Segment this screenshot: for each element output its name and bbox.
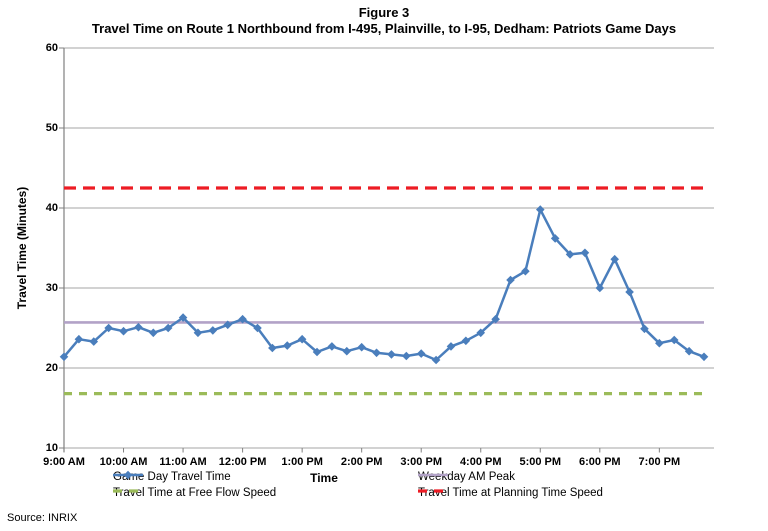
data-point-marker-10-45-AM — [163, 323, 173, 333]
data-point-marker-2-15-PM — [372, 348, 381, 358]
data-point-marker-6-00-PM — [595, 283, 605, 293]
x-tick-label-10-00-AM: 10:00 AM — [99, 456, 148, 468]
legend-swatch-dashes — [418, 489, 448, 493]
data-point-marker-4-15-PM — [491, 314, 500, 324]
data-point-marker-1-00-PM — [297, 334, 307, 344]
data-point-marker-5-45-PM — [580, 248, 590, 258]
data-point-marker-11-30-AM — [208, 326, 218, 335]
data-point-marker-3-45-PM — [461, 336, 471, 346]
legend-item-weekday-am-peak: Weekday AM Peak — [418, 470, 515, 484]
x-tick-label-4-00-PM: 4:00 PM — [459, 456, 502, 468]
data-point-marker-4-30-PM — [506, 275, 515, 285]
chart-title: Travel Time on Route 1 Northbound from I… — [91, 21, 677, 36]
x-axis-title: Time — [310, 471, 338, 485]
data-point-marker-11-15-AM — [193, 328, 203, 338]
data-point-marker-4-45-PM — [521, 266, 530, 276]
data-point-marker-4-00-PM — [476, 328, 486, 338]
y-tick-label-40: 40 — [45, 201, 58, 214]
y-tick-label-60: 60 — [45, 41, 58, 54]
data-point-marker-12-30-PM — [268, 343, 277, 353]
x-tick-label-1-00-PM: 1:00 PM — [281, 456, 323, 468]
data-point-marker-7-45-PM — [699, 352, 709, 362]
data-point-marker-9-00-AM — [59, 352, 69, 362]
y-tick-label-50: 50 — [45, 121, 58, 134]
x-tick-label-7-00-PM: 7:00 PM — [638, 456, 681, 468]
y-tick-label-20: 20 — [45, 361, 58, 374]
x-tick-label-9-00-AM: 9:00 AM — [43, 456, 85, 468]
x-tick-label-6-00-PM: 6:00 PM — [579, 456, 621, 468]
data-point-marker-12-00-PM — [238, 314, 247, 324]
data-point-marker-12-15-PM — [253, 323, 262, 333]
legend-item-travel-time-at-planning-time-speed: Travel Time at Planning Time Speed — [418, 486, 603, 500]
legend-swatch-line-diamond — [113, 470, 143, 480]
x-tick-label-2-00-PM: 2:00 PM — [340, 456, 383, 468]
data-point-marker-1-30-PM — [327, 342, 337, 351]
data-point-marker-12-45-PM — [282, 341, 292, 350]
series-line-game-day-travel-time — [62, 208, 706, 362]
figure-number: Figure 3 — [358, 5, 410, 20]
x-tick-label-12-00-PM: 12:00 PM — [218, 456, 267, 468]
legend-label: Travel Time at Planning Time Speed — [418, 487, 603, 499]
legend-swatch-line — [418, 473, 448, 477]
data-point-marker-6-45-PM — [640, 324, 649, 334]
data-point-marker-9-30-AM — [89, 337, 99, 346]
data-point-marker-2-30-PM — [387, 350, 396, 359]
x-tick-label-5-00-PM: 5:00 PM — [519, 456, 562, 468]
source-note: Source: INRIX — [7, 512, 78, 524]
data-point-marker-9-45-AM — [104, 323, 113, 333]
y-tick-label-10: 10 — [45, 441, 58, 454]
data-point-marker-5-00-PM — [535, 205, 545, 214]
data-point-marker-7-30-PM — [684, 346, 694, 356]
data-point-marker-10-15-AM — [134, 322, 143, 332]
x-tick-label-11-00-AM: 11:00 AM — [159, 456, 207, 468]
data-point-marker-3-00-PM — [416, 349, 426, 358]
legend-item-travel-time-at-free-flow-speed: Travel Time at Free Flow Speed — [113, 486, 276, 500]
data-point-marker-6-15-PM — [610, 254, 619, 264]
x-tick-label-3-00-PM: 3:00 PM — [400, 456, 442, 468]
data-point-marker-7-00-PM — [655, 338, 664, 348]
legend-swatch-dashes — [113, 489, 143, 493]
data-point-marker-3-30-PM — [446, 342, 456, 351]
data-point-marker-11-45-AM — [223, 320, 233, 330]
data-point-marker-2-45-PM — [402, 351, 411, 361]
data-point-marker-10-30-AM — [149, 328, 158, 338]
legend-label: Travel Time at Free Flow Speed — [113, 487, 277, 499]
data-point-marker-5-30-PM — [565, 250, 575, 259]
data-point-marker-6-30-PM — [625, 287, 634, 297]
data-point-marker-5-15-PM — [550, 234, 560, 243]
data-point-marker-11-00-AM — [178, 313, 188, 322]
legend-item-game-day-travel-time: Game Day Travel Time — [113, 470, 231, 484]
data-point-marker-3-15-PM — [431, 355, 441, 365]
data-point-marker-1-15-PM — [312, 347, 322, 357]
y-tick-label-30: 30 — [45, 281, 58, 294]
data-point-marker-2-00-PM — [357, 342, 366, 352]
data-point-marker-7-15-PM — [669, 335, 679, 345]
data-point-marker-10-00-AM — [119, 326, 128, 336]
data-point-marker-1-45-PM — [342, 346, 352, 356]
data-point-marker-9-15-AM — [74, 334, 84, 344]
